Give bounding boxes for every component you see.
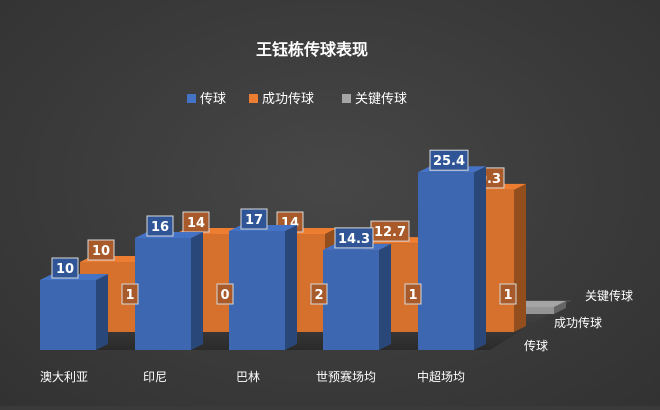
bar-side-pass (379, 243, 391, 350)
bar-side-pass (285, 225, 297, 350)
data-label-key: 1 (404, 283, 422, 305)
data-label-box (404, 283, 422, 305)
data-label-box (310, 283, 328, 305)
legend-label-key: 关键传球 (355, 92, 407, 107)
data-label-text: 10 (56, 262, 74, 277)
data-label-box (51, 257, 79, 279)
data-label-key: 2 (310, 283, 328, 305)
category-label: 澳大利亚 (40, 370, 88, 384)
category-label: 中超场均 (417, 369, 465, 384)
legend-label-pass: 传球 (200, 92, 226, 107)
data-label-pass: 16 (146, 215, 174, 237)
bar-front-pass (135, 238, 191, 350)
depth-axis: 关键传球 成功传球 传球 (524, 288, 633, 353)
category-label: 印尼 (143, 370, 167, 384)
data-label-pass: 10 (51, 257, 79, 279)
data-label-success: 12.7 (370, 220, 410, 242)
bar-side-pass (96, 274, 108, 350)
data-label-key: 1 (499, 283, 517, 305)
legend: 传球 成功传球 关键传球 (187, 92, 407, 107)
legend-item-pass: 传球 (187, 92, 226, 107)
bar-front-pass (229, 231, 285, 350)
legend-item-success: 成功传球 (249, 92, 314, 107)
data-label-text: 2 (314, 288, 323, 303)
category-label: 世预赛场均 (316, 369, 376, 384)
bar-side-success (514, 183, 526, 332)
legend-swatch-success (249, 94, 258, 103)
bar-pass (40, 274, 108, 350)
data-label-text: 1 (125, 288, 134, 303)
data-label-box (87, 239, 115, 261)
bar-pass (229, 225, 297, 350)
data-label-text: 10 (92, 244, 110, 259)
data-label-box (216, 283, 234, 305)
legend-swatch-key (342, 94, 351, 103)
depth-label: 关键传球 (585, 288, 633, 303)
bar-side-pass (474, 166, 486, 350)
data-label-text: 25.4 (433, 154, 465, 169)
data-label-text: 1 (503, 288, 512, 303)
category-axis: 澳大利亚 印尼 巴林 世预赛场均 中超场均 (40, 369, 465, 384)
legend-label-success: 成功传球 (262, 92, 314, 107)
data-label-pass: 17 (240, 208, 268, 230)
data-label-box (499, 283, 517, 305)
data-label-box (240, 208, 268, 230)
data-label-text: 0 (220, 288, 229, 303)
bar-front-pass (40, 280, 96, 350)
depth-label: 成功传球 (554, 315, 602, 330)
data-label-box (121, 283, 139, 305)
depth-label: 传球 (524, 338, 548, 353)
chart-title: 王钰栋传球表现 (256, 40, 368, 59)
bar-pass (418, 166, 486, 350)
bar-side-key (554, 301, 566, 314)
bar-front-pass (418, 172, 474, 350)
data-label-text: 12.7 (374, 225, 406, 240)
category-label: 巴林 (236, 370, 260, 384)
data-label-text: 16 (151, 220, 169, 235)
legend-item-key: 关键传球 (342, 92, 407, 107)
data-label-success: 14 (182, 211, 210, 233)
data-label-key: 1 (121, 283, 139, 305)
data-label-key: 0 (216, 283, 234, 305)
bar-pass (135, 232, 203, 350)
data-label-box (429, 149, 469, 171)
data-label-text: 14 (187, 216, 205, 231)
data-label-box (146, 215, 174, 237)
data-label-text: 17 (245, 213, 263, 228)
data-label-box (334, 227, 374, 249)
data-label-text: 14.3 (338, 232, 370, 247)
data-label-text: 1 (408, 288, 417, 303)
bar-side-pass (191, 232, 203, 350)
data-label-pass: 14.3 (334, 227, 374, 249)
bar-front-pass (323, 249, 379, 350)
data-label-success: 10 (87, 239, 115, 261)
data-label-pass: 25.4 (429, 149, 469, 171)
legend-swatch-pass (187, 94, 196, 103)
bar-pass (323, 243, 391, 350)
